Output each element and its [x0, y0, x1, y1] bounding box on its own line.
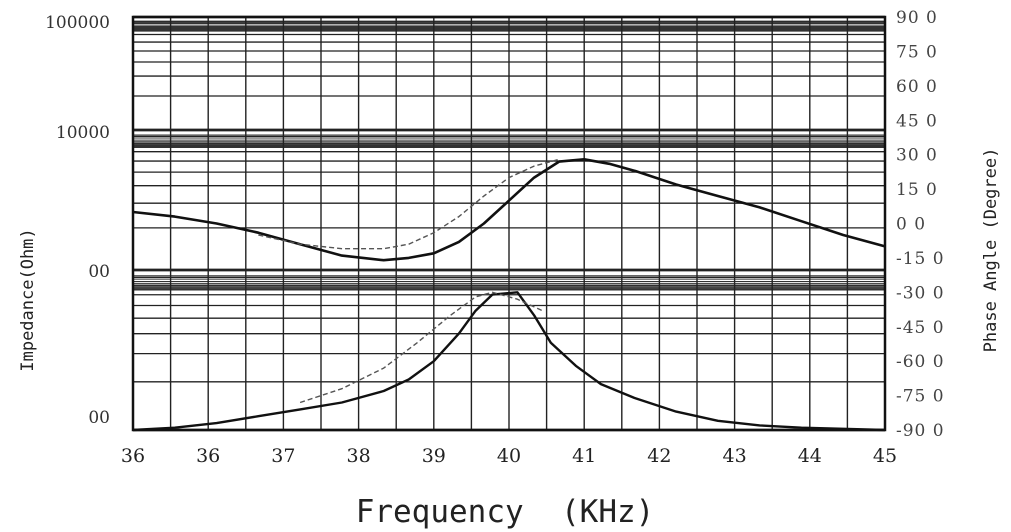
series-line-3: [132, 291, 886, 432]
y-tick-label: 10000: [56, 123, 110, 143]
y-tick-label: 00: [88, 408, 110, 428]
series-line-4: [299, 291, 543, 404]
series-line-2: [258, 158, 560, 250]
y-tick-label: 100000: [45, 13, 110, 33]
y2-tick-label: -45 0: [896, 318, 945, 338]
y2-tick-label: -30 0: [896, 283, 945, 303]
x-tick-label: 36: [196, 445, 220, 467]
y-tick-label: 00: [88, 262, 110, 282]
x-tick-label: 44: [798, 445, 822, 467]
y-tick-labels: 100000 10000 00 00: [45, 13, 110, 428]
y2-tick-label: 60 0: [896, 77, 938, 97]
series-line-1: [132, 158, 886, 262]
x-tick-label: 41: [572, 445, 596, 467]
y2-tick-label: 90 0: [896, 8, 938, 28]
y-axis-label: Impedance(Ohm): [18, 228, 38, 371]
vertical-grid: [169, 17, 849, 430]
x-tick-label: 43: [723, 445, 747, 467]
x-tick-label: 45: [873, 445, 897, 467]
x-tick-label: 37: [271, 445, 295, 467]
y2-tick-label: 30 0: [896, 146, 938, 166]
x-tick-labels: 36 36 37 38 39 40 41 42 43 44 45: [121, 445, 897, 467]
y2-tick-label: -15 0: [896, 249, 945, 269]
x-tick-label: 42: [647, 445, 671, 467]
y2-tick-label: -90 0: [896, 421, 945, 441]
y2-tick-label: 75 0: [896, 42, 938, 62]
y2-tick-label: 15 0: [896, 180, 938, 200]
y2-tick-label: 45 0: [896, 111, 938, 131]
series-layer: [132, 158, 886, 432]
y2-tick-label: -60 0: [896, 352, 945, 372]
x-tick-label: 36: [121, 445, 145, 467]
x-tick-label: 38: [347, 445, 371, 467]
x-tick-label: 39: [422, 445, 446, 467]
y2-tick-labels: 90 0 75 0 60 0 45 0 30 0 15 0 0 0 -15 0 -30 0 -45…: [896, 8, 945, 441]
x-axis-label: Frequency (KHz): [356, 494, 655, 530]
y2-tick-label: -75 0: [896, 387, 945, 407]
y2-tick-label: 0 0: [896, 215, 926, 235]
plot-frame: [131, 15, 887, 432]
y2-axis-label: Phase Angle (Degree): [981, 148, 1001, 353]
x-tick-label: 40: [497, 445, 521, 467]
